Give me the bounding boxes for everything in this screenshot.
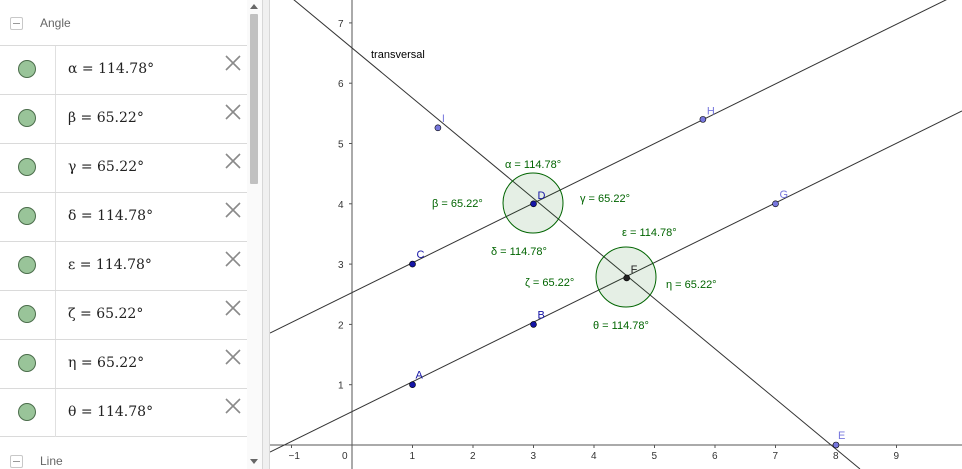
angle-label-eta[interactable]: η = 65.22° (666, 279, 717, 291)
angle-label-delta[interactable]: δ = 114.78° (491, 246, 547, 258)
parallel-line-cd[interactable] (270, 0, 962, 334)
angle-formula[interactable]: ε = 114.78° (68, 257, 152, 273)
x-tick-label: 9 (894, 451, 900, 462)
angle-formula[interactable]: α = 114.78° (68, 61, 155, 77)
visibility-marble-icon[interactable] (18, 109, 36, 127)
angle-formula[interactable]: β = 65.22° (68, 110, 144, 126)
angle-label-gamma[interactable]: γ = 65.22° (580, 193, 630, 205)
algebra-item-delta[interactable]: δ = 114.78° (0, 192, 247, 241)
scroll-thumb[interactable] (250, 14, 258, 184)
close-icon[interactable] (223, 200, 243, 220)
algebra-item-theta[interactable]: θ = 114.78° (0, 388, 247, 437)
point-label-g: G (780, 189, 789, 201)
point-label-b: B (538, 309, 545, 321)
graphics-canvas[interactable]: −1 0 1 2 3 4 5 6 7 8 9 1 2 3 4 5 6 7 transversal α = 114… (270, 0, 962, 469)
close-icon[interactable] (223, 396, 243, 416)
y-tick-label: 6 (338, 79, 344, 90)
angle-formula[interactable]: η = 65.22° (68, 355, 145, 371)
point-label-e: E (838, 430, 845, 442)
view-divider[interactable] (262, 0, 270, 469)
algebra-item-gamma[interactable]: γ = 65.22° (0, 143, 247, 192)
x-tick-label: −1 (289, 451, 301, 462)
x-tick-label: 7 (773, 451, 779, 462)
algebra-item-zeta[interactable]: ζ = 65.22° (0, 290, 247, 339)
point-d[interactable] (530, 200, 537, 208)
angle-label-alpha[interactable]: α = 114.78° (505, 159, 561, 171)
x-axis-ticks: −1 0 1 2 3 4 5 6 7 8 9 (289, 445, 900, 462)
visibility-marble-icon[interactable] (18, 403, 36, 421)
point-i[interactable] (434, 124, 442, 132)
category-angle[interactable]: Angle (0, 0, 247, 45)
angle-formula[interactable]: θ = 114.78° (68, 404, 154, 420)
visibility-marble-icon[interactable] (18, 305, 36, 323)
visibility-marble-icon[interactable] (18, 207, 36, 225)
collapse-toggle-icon[interactable] (10, 455, 23, 468)
scroll-down-arrow-icon[interactable] (250, 459, 258, 464)
y-tick-label: 7 (338, 19, 344, 30)
angle-formula[interactable]: γ = 65.22° (68, 159, 145, 175)
y-tick-label: 5 (338, 140, 344, 151)
close-icon[interactable] (223, 249, 243, 269)
x-tick-label: 2 (470, 451, 476, 462)
point-h[interactable] (699, 116, 707, 123)
point-label-i: I (442, 113, 445, 125)
x-tick-label: 4 (591, 451, 597, 462)
point-a[interactable] (409, 381, 416, 389)
category-line[interactable]: Line (0, 437, 247, 469)
angle-label-beta[interactable]: β = 65.22° (432, 198, 483, 210)
point-label-d: D (538, 190, 546, 202)
angle-formula[interactable]: δ = 114.78° (68, 208, 154, 224)
point-e[interactable] (832, 441, 840, 449)
visibility-marble-icon[interactable] (18, 354, 36, 372)
visibility-marble-icon[interactable] (18, 60, 36, 78)
close-icon[interactable] (223, 53, 243, 73)
scroll-up-arrow-icon[interactable] (250, 4, 258, 9)
angle-label-zeta[interactable]: ζ = 65.22° (525, 277, 574, 289)
point-g[interactable] (772, 200, 779, 208)
close-icon[interactable] (223, 298, 243, 318)
y-tick-label: 4 (338, 200, 344, 211)
parallel-line-ab[interactable] (270, 110, 962, 453)
angle-label-epsilon[interactable]: ε = 114.78° (622, 227, 677, 239)
algebra-list: Angle α = 114.78° β = 65.22° γ = 65.22° … (0, 0, 247, 469)
point-c[interactable] (409, 260, 416, 268)
close-icon[interactable] (223, 102, 243, 122)
transversal-label: transversal (371, 49, 425, 61)
y-tick-label: 2 (338, 320, 344, 331)
x-tick-label: 1 (410, 451, 416, 462)
close-icon[interactable] (223, 347, 243, 367)
x-tick-label: 5 (652, 451, 658, 462)
scrollbar[interactable] (247, 0, 262, 469)
point-label-a: A (416, 370, 424, 382)
collapse-toggle-icon[interactable] (10, 17, 23, 30)
close-icon[interactable] (223, 151, 243, 171)
points-layer: A B C D E F G H I (409, 105, 845, 449)
point-f[interactable] (623, 274, 630, 282)
visibility-marble-icon[interactable] (18, 256, 36, 274)
algebra-view: Angle α = 114.78° β = 65.22° γ = 65.22° … (0, 0, 262, 469)
algebra-item-epsilon[interactable]: ε = 114.78° (0, 241, 247, 290)
algebra-item-beta[interactable]: β = 65.22° (0, 94, 247, 143)
y-tick-label: 3 (338, 260, 344, 271)
visibility-marble-icon[interactable] (18, 158, 36, 176)
x-tick-label: 8 (833, 451, 839, 462)
point-label-c: C (417, 249, 425, 261)
point-label-f: F (631, 264, 638, 276)
category-label-angle: Angle (40, 16, 71, 30)
point-b[interactable] (530, 321, 537, 328)
point-label-h: H (707, 105, 715, 117)
y-axis-ticks: 1 2 3 4 5 6 7 (338, 19, 352, 392)
algebra-item-eta[interactable]: η = 65.22° (0, 339, 247, 388)
graphics-view[interactable]: −1 0 1 2 3 4 5 6 7 8 9 1 2 3 4 5 6 7 transversal α = 114… (270, 0, 962, 469)
x-tick-label: 0 (342, 451, 348, 462)
transversal-line[interactable] (270, 0, 861, 469)
y-tick-label: 1 (338, 381, 344, 392)
x-tick-label: 3 (531, 451, 537, 462)
angle-formula[interactable]: ζ = 65.22° (68, 306, 144, 322)
algebra-item-alpha[interactable]: α = 114.78° (0, 45, 247, 94)
angle-label-theta[interactable]: θ = 114.78° (593, 320, 649, 332)
x-tick-label: 6 (712, 451, 718, 462)
category-label-line: Line (40, 454, 63, 468)
